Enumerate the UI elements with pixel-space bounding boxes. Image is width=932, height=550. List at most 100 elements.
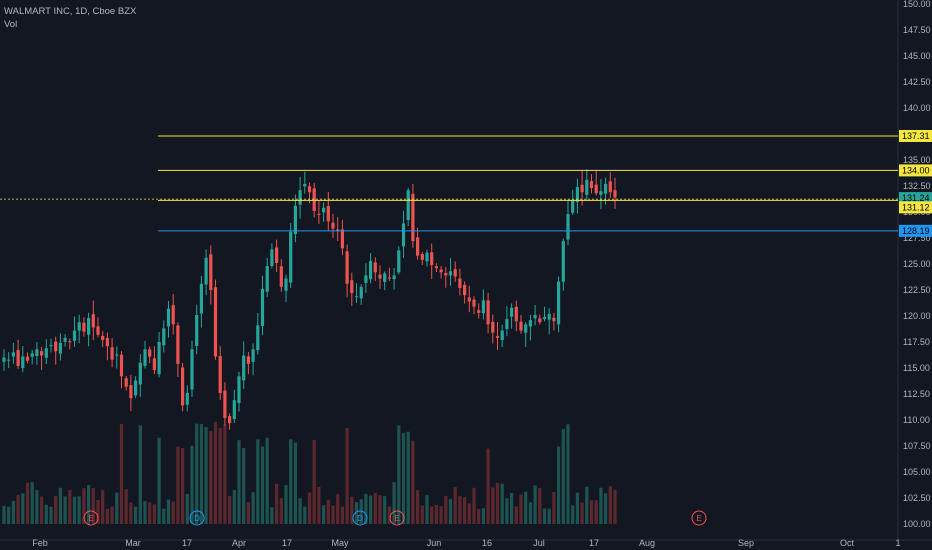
earnings-marker[interactable] <box>389 510 405 526</box>
price-tick-label: 150.00 <box>903 0 931 9</box>
volume-bar <box>284 485 288 524</box>
time-axis-label: 17 <box>182 538 192 548</box>
volume-bar <box>383 496 387 524</box>
volume-bar <box>491 487 495 524</box>
candle-body <box>585 179 589 195</box>
candle-body <box>68 341 72 343</box>
candle-body <box>25 356 30 361</box>
candle-body <box>561 241 565 282</box>
candle-body <box>152 358 156 371</box>
price-tick-label: 122.50 <box>903 285 931 295</box>
volume-bar <box>2 505 6 524</box>
candle-body <box>514 306 518 322</box>
volume-bar <box>448 498 453 524</box>
volume-bar <box>378 495 382 524</box>
volume-bar <box>21 493 25 524</box>
price-level-tag <box>899 201 932 214</box>
candle-body <box>228 416 232 424</box>
volume-bar <box>119 423 124 524</box>
volume-bar <box>608 486 612 524</box>
candle-body <box>223 390 227 418</box>
candle-body <box>185 392 189 405</box>
volume-bar <box>77 496 81 524</box>
volume-bar <box>604 493 608 524</box>
volume-bar <box>228 495 232 524</box>
volume-bar <box>547 508 551 524</box>
volume-bar <box>279 498 283 524</box>
volume-bar <box>345 427 349 524</box>
volume-bar <box>533 485 537 524</box>
candle-body <box>453 269 457 277</box>
dividend-marker[interactable] <box>352 510 368 526</box>
price-tick-label: 117.50 <box>903 337 930 347</box>
price-tick-label: 140.00 <box>903 103 931 113</box>
volume-bar <box>68 489 72 524</box>
volume-bar <box>176 446 180 524</box>
earnings-marker[interactable] <box>691 510 707 526</box>
volume-bar <box>199 424 203 524</box>
candle-body <box>533 314 537 319</box>
price-tick-label: 127.50 <box>903 233 931 243</box>
price-level-tag <box>899 192 932 205</box>
dividend-marker[interactable] <box>189 510 205 526</box>
time-axis-label: Jul <box>533 538 545 548</box>
volume-bar <box>25 482 30 524</box>
volume-bar <box>49 506 53 524</box>
volume-bar <box>373 493 377 524</box>
volume-bar <box>129 502 133 524</box>
volume-bar <box>589 500 594 524</box>
candle-body <box>303 183 307 187</box>
candle-body <box>575 187 579 203</box>
time-axis-label: Aug <box>639 538 655 548</box>
volume-bar <box>392 482 396 524</box>
volume-label: Vol <box>4 19 18 30</box>
volume-bar <box>336 494 340 524</box>
candle-body <box>101 335 105 340</box>
volume-bar <box>481 508 485 524</box>
candle-body <box>49 345 53 347</box>
candle-body <box>524 324 528 333</box>
volume-bar <box>72 496 77 524</box>
price-level-tag <box>899 164 932 177</box>
volume-bar <box>181 448 185 524</box>
candle-body <box>16 350 20 366</box>
candle-body <box>359 286 363 299</box>
candle-body <box>331 222 335 229</box>
candle-body <box>232 400 236 420</box>
volume-bar <box>505 498 509 524</box>
price-tick-label: 147.50 <box>903 25 931 35</box>
volume-bar <box>486 448 490 524</box>
candle-body <box>218 356 222 393</box>
candle-body <box>472 299 476 307</box>
volume-bar <box>218 427 222 524</box>
volume-bar <box>594 500 598 524</box>
volume-bar <box>213 421 218 524</box>
price-tick-label: 120.00 <box>903 311 931 321</box>
earnings-marker[interactable] <box>83 510 99 526</box>
candle-body <box>289 231 293 283</box>
candle-body <box>411 193 415 242</box>
volume-bar <box>557 446 561 524</box>
volume-bar <box>115 492 119 524</box>
candle-body <box>209 254 213 290</box>
chart-legend: WALMART INC, 1D, Cboe BZX Vol <box>4 5 136 31</box>
time-axis-label: 17 <box>589 538 599 548</box>
candle-body <box>35 349 39 357</box>
candle-body <box>119 354 124 377</box>
volume-bar <box>251 492 255 524</box>
volume-bar <box>162 508 166 524</box>
candle-body <box>2 357 6 362</box>
volume-bar <box>317 486 321 524</box>
candle-body <box>237 376 241 403</box>
candle-body <box>11 352 15 357</box>
candle-body <box>166 308 171 327</box>
candle-body <box>256 325 260 351</box>
volume-bar <box>524 491 528 524</box>
candle-body <box>77 322 81 331</box>
volume-bar <box>105 508 109 524</box>
volume-bar <box>599 487 603 524</box>
volume-bar <box>340 506 344 524</box>
volume-bar <box>510 492 514 524</box>
